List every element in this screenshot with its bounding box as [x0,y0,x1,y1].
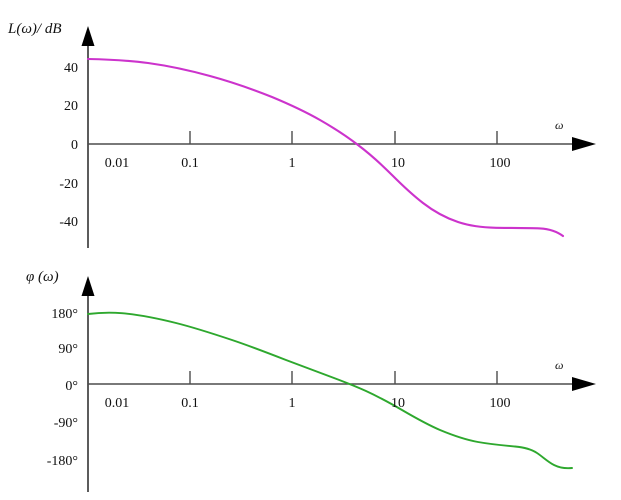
phase-y-axis-title: φ (ω) [26,269,59,285]
phase-ytick-label-minus90: -90° [54,416,78,431]
magnitude-xtick-label-10: 10 [391,156,405,171]
magnitude-ytick-label-minus20: -20 [59,177,78,192]
magnitude-x-axis-arrow [572,137,596,151]
magnitude-y-axis-title: L(ω)/ dB [7,21,62,37]
magnitude-y-axis-arrow [81,26,95,46]
magnitude-xtick-label-100: 100 [490,156,511,171]
phase-xtick-label-0.01: 0.01 [105,396,130,411]
phase-ytick-label-180: 180° [51,307,78,322]
phase-curve [87,311,573,470]
phase-xtick-label-10: 10 [391,396,405,411]
phase-ytick-label-minus180: -180° [47,454,78,469]
phase-xtick-label-100: 100 [490,396,511,411]
magnitude-curve [86,57,565,238]
magnitude-xtick-label-1: 1 [289,156,296,171]
phase-x-axis-arrow [572,377,596,391]
phase-ytick-label-90: 90° [58,342,78,357]
magnitude-ytick-label-0: 0 [71,138,78,153]
magnitude-x-axis-title: ω [555,118,563,132]
magnitude-xtick-label-0.01: 0.01 [105,156,130,171]
phase-y-axis-arrow [81,276,95,296]
phase-x-axis-title: ω [555,358,563,372]
magnitude-plot: 40 20 0 -20 -40 0.01 0.1 1 10 100 L(ω)/ … [7,21,596,248]
phase-plot: 180° 90° 0° -90° -180° 0.01 0.1 1 10 100… [26,269,596,492]
magnitude-xtick-label-0.1: 0.1 [181,156,199,171]
phase-xtick-label-0.1: 0.1 [181,396,199,411]
phase-xtick-label-1: 1 [289,396,296,411]
magnitude-ytick-label-40: 40 [64,61,78,76]
phase-ytick-label-0: 0° [65,379,78,394]
magnitude-ytick-label-minus40: -40 [59,215,78,230]
magnitude-ytick-label-20: 20 [64,99,78,114]
